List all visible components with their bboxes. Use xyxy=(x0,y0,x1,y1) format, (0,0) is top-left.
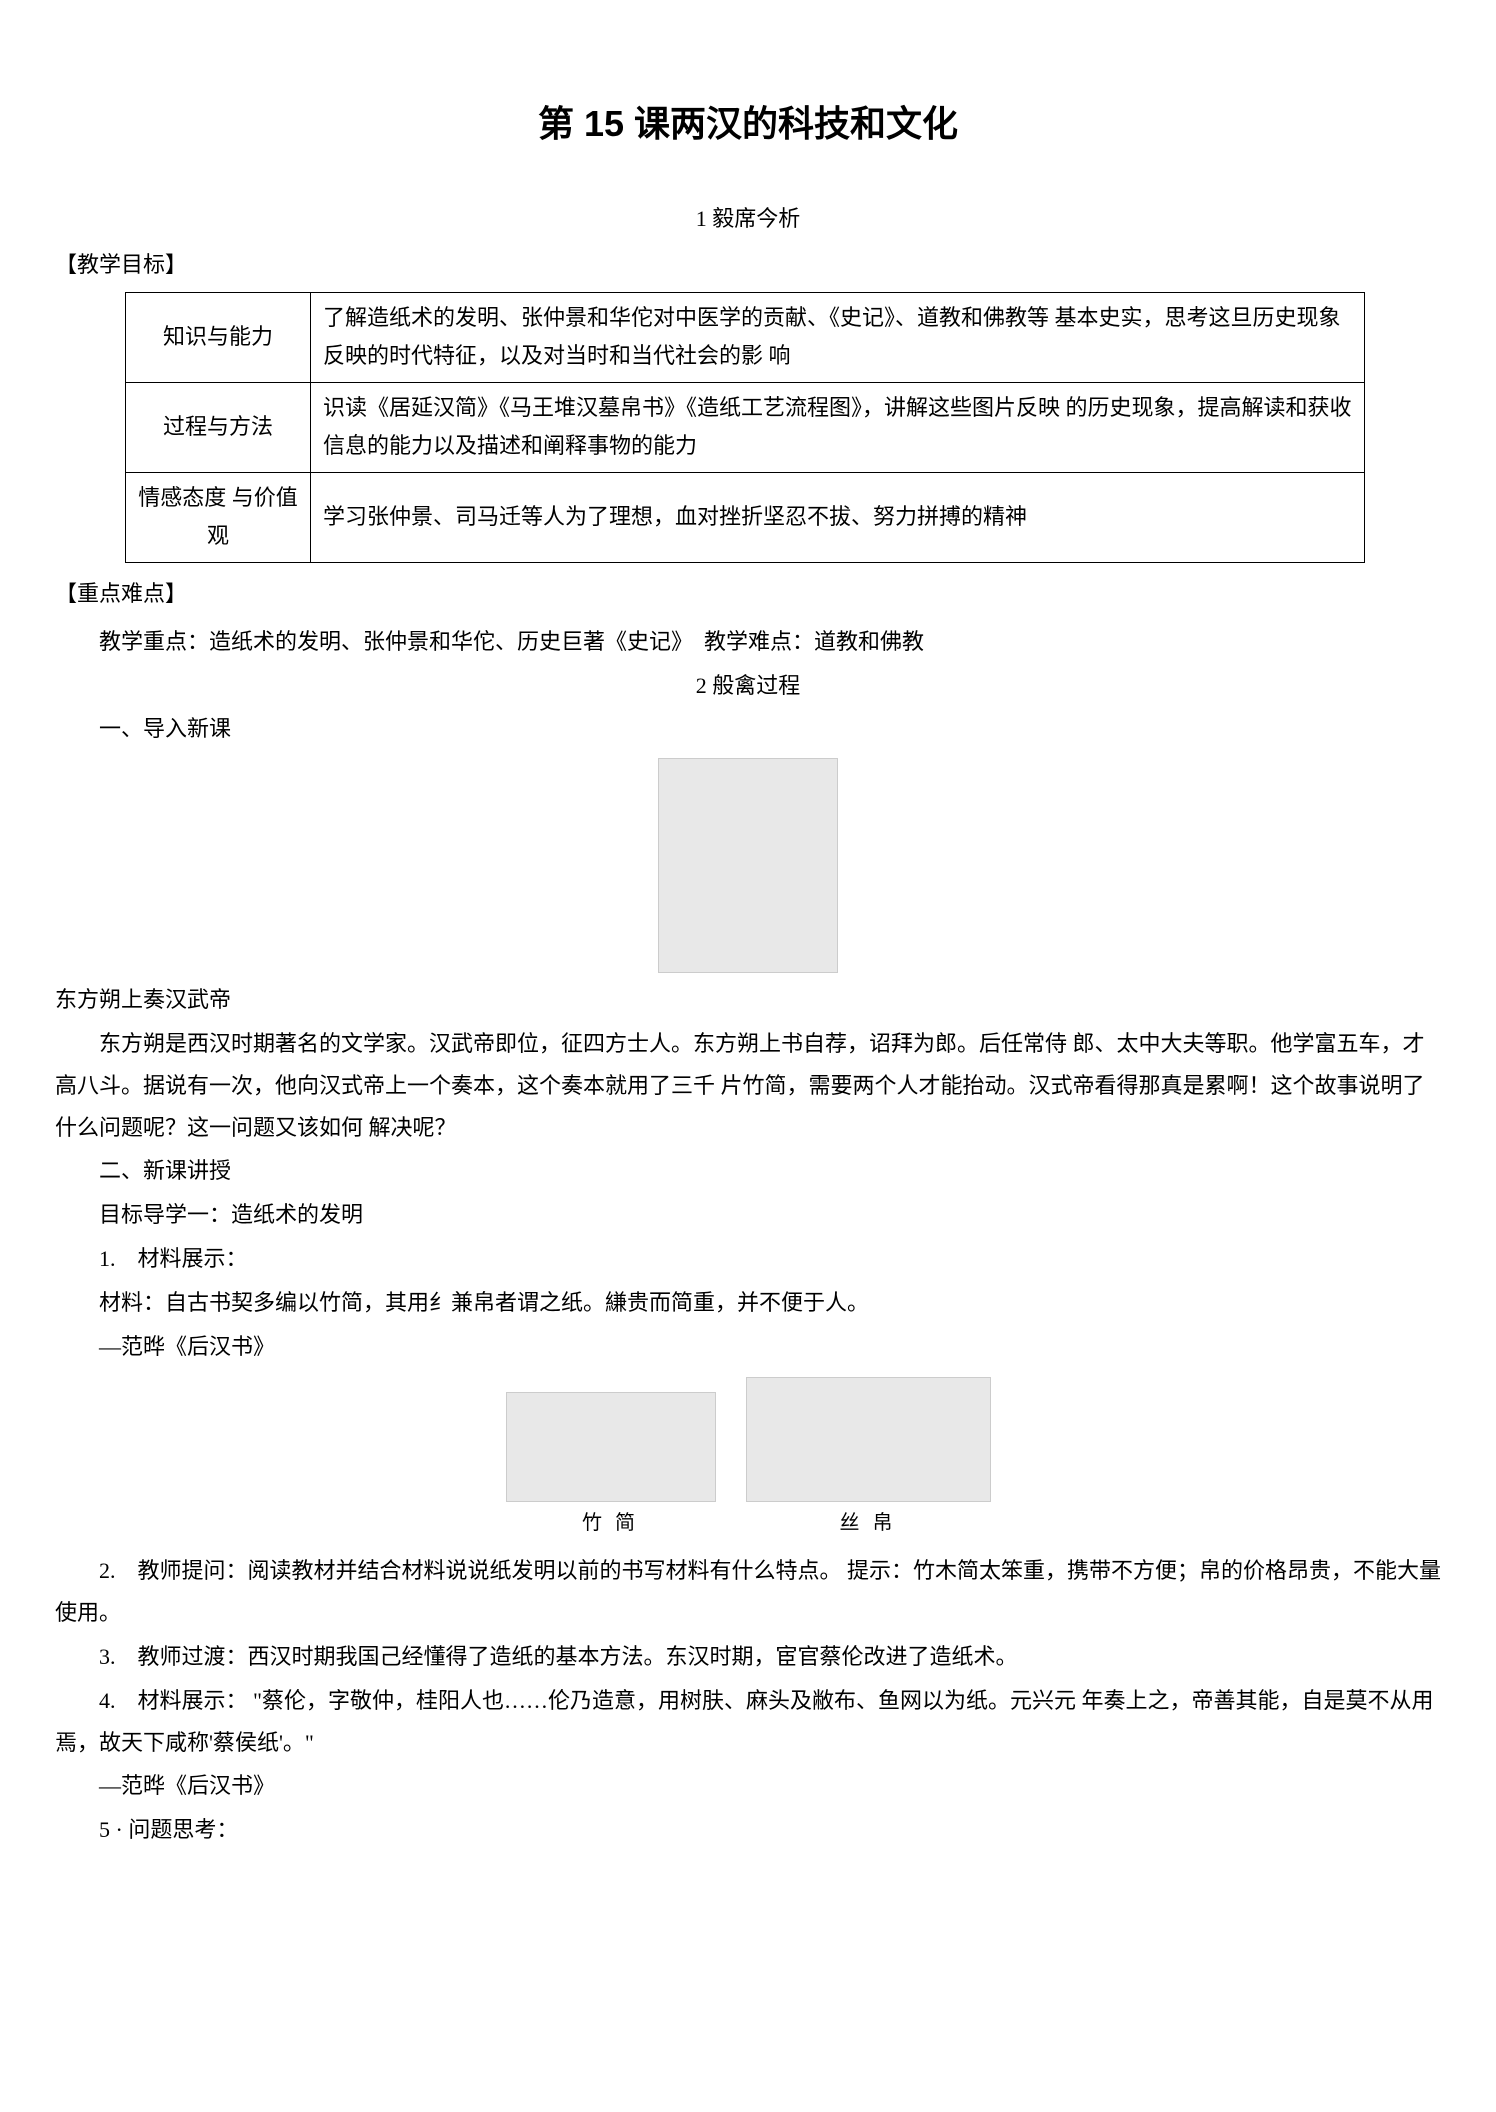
item-4-source: —范晔《后汉书》 xyxy=(55,1765,1441,1807)
process-heading: 2 般禽过程 xyxy=(55,665,1441,707)
intro-paragraph: 东方朔是西汉时期著名的文学家。汉武帝即位，征四方士人。东方朔上书自荐，诏拜为郎。… xyxy=(55,1023,1441,1148)
court-illustration xyxy=(658,758,838,973)
table-row: 过程与方法 识读《居延汉简》《马王堆汉墓帛书》《造纸工艺流程图》，讲解这些图片反… xyxy=(126,382,1365,472)
row-content: 识读《居延汉简》《马王堆汉墓帛书》《造纸工艺流程图》，讲解这些图片反映 的历史现… xyxy=(311,382,1365,472)
page-title: 第 15 课两汉的科技和文化 xyxy=(55,90,1441,158)
row-label: 知识与能力 xyxy=(126,292,311,382)
target-1: 目标导学一：造纸术的发明 xyxy=(55,1194,1441,1236)
figure-1-caption: 东方朔上奏汉武帝 xyxy=(55,979,1441,1021)
item-5: 5 · 问题思考： xyxy=(55,1809,1441,1851)
row-label: 过程与方法 xyxy=(126,382,311,472)
bamboo-slip-image xyxy=(506,1392,716,1502)
material-1-source: —范晔《后汉书》 xyxy=(55,1326,1441,1368)
item-2: 2. 教师提问：阅读教材并结合材料说说纸发明以前的书写材料有什么特点。 提示：竹… xyxy=(55,1550,1441,1634)
analysis-heading: 1 毅席今析 xyxy=(55,198,1441,240)
table-row: 情感态度 与价值观 学习张仲景、司马迁等人为了理想，血对挫折坚忍不拔、努力拼搏的… xyxy=(126,472,1365,562)
row-content: 了解造纸术的发明、张仲景和华佗对中医学的贡献、《史记》、道教和佛教等 基本史实，… xyxy=(311,292,1365,382)
silk-image xyxy=(746,1377,991,1502)
figure-1 xyxy=(55,758,1441,973)
row-label: 情感态度 与价值观 xyxy=(126,472,311,562)
new-lesson-heading: 二、新课讲授 xyxy=(55,1150,1441,1192)
item-4: 4. 材料展示： "蔡伦，字敬仲，桂阳人也……伦乃造意，用树肤、麻头及敝布、鱼网… xyxy=(55,1680,1441,1764)
table-row: 知识与能力 了解造纸术的发明、张仲景和华佗对中医学的贡献、《史记》、道教和佛教等… xyxy=(126,292,1365,382)
figure-2: 竹 简 丝 帛 xyxy=(55,1377,1441,1542)
intro-heading: 一、导入新课 xyxy=(55,708,1441,750)
material-1: 材料：自古书契多编以竹简，其用纟兼帛者谓之纸。縑贵而简重，并不便于人。 xyxy=(55,1282,1441,1324)
objectives-label: 【教学目标】 xyxy=(55,244,1441,286)
difficulties-text: 教学重点：造纸术的发明、张仲景和华佗、历史巨著《史记》 教学难点：道教和佛教 xyxy=(55,621,1441,663)
bamboo-caption: 竹 简 xyxy=(582,1504,639,1542)
difficulties-label: 【重点难点】 xyxy=(55,573,1441,615)
objectives-table: 知识与能力 了解造纸术的发明、张仲景和华佗对中医学的贡献、《史记》、道教和佛教等… xyxy=(125,292,1365,563)
row-content: 学习张仲景、司马迁等人为了理想，血对挫折坚忍不拔、努力拼搏的精神 xyxy=(311,472,1365,562)
silk-caption: 丝 帛 xyxy=(840,1504,897,1542)
item-3: 3. 教师过渡：西汉时期我国己经懂得了造纸的基本方法。东汉时期，宦官蔡伦改进了造… xyxy=(55,1636,1441,1678)
item-1: 1. 材料展示： xyxy=(55,1238,1441,1280)
